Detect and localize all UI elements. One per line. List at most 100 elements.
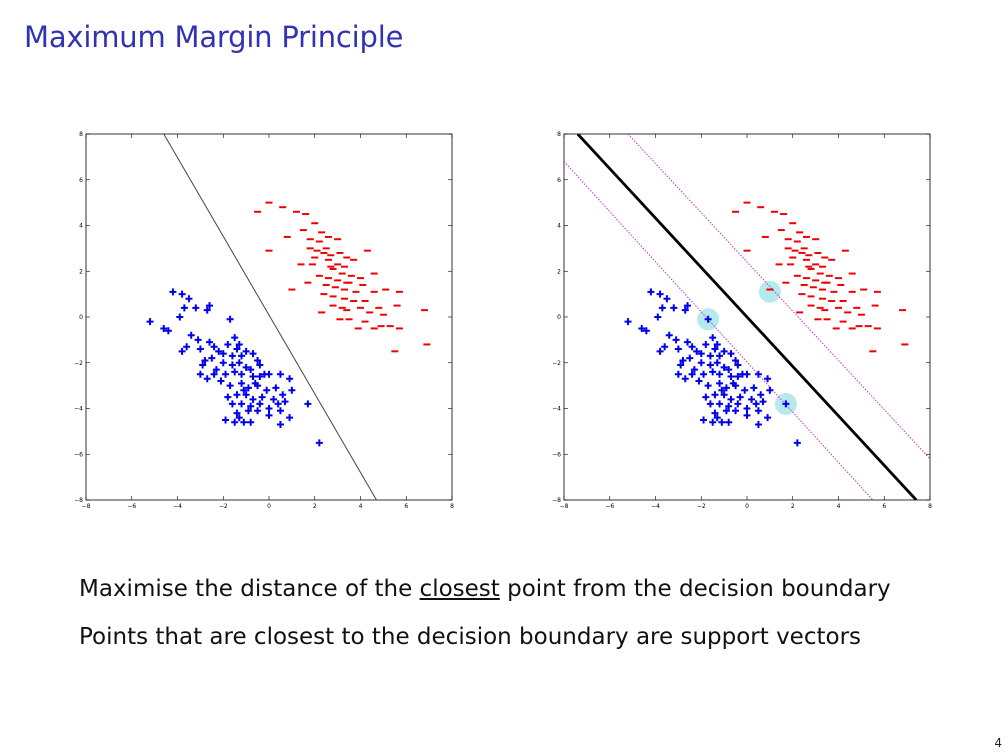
body-text-line-2: Points that are closest to the decision … xyxy=(79,624,862,650)
y-tick-label: −8 xyxy=(74,497,83,504)
positive-point xyxy=(665,331,673,339)
positive-point xyxy=(718,386,726,394)
positive-point xyxy=(754,407,762,415)
body-text-line-1: Maximise the distance of the closest poi… xyxy=(79,576,891,602)
positive-point xyxy=(656,290,664,298)
y-tick-label: −4 xyxy=(552,406,561,413)
positive-point xyxy=(178,347,186,355)
positive-point xyxy=(222,370,230,378)
positive-point xyxy=(176,313,184,321)
positive-point xyxy=(210,343,218,351)
positive-point xyxy=(228,352,236,360)
positive-point xyxy=(254,407,262,415)
positive-point xyxy=(748,395,756,403)
positive-point xyxy=(681,306,689,314)
positive-point xyxy=(704,382,712,390)
x-tick-label: −8 xyxy=(82,503,91,510)
positive-point xyxy=(196,345,204,353)
positive-point xyxy=(722,384,730,392)
positive-point xyxy=(192,304,200,312)
positive-point xyxy=(663,295,671,303)
x-tick-label: 2 xyxy=(791,503,795,510)
positive-point xyxy=(720,347,728,355)
positive-point xyxy=(249,372,257,380)
positive-point xyxy=(684,338,692,346)
decision-boundary-line xyxy=(163,134,377,500)
positive-point xyxy=(725,366,733,374)
x-tick-label: 4 xyxy=(837,503,841,510)
positive-point xyxy=(736,393,744,401)
positive-point xyxy=(276,407,284,415)
positive-point xyxy=(206,302,214,310)
positive-point xyxy=(276,370,284,378)
positive-point xyxy=(224,340,232,348)
positive-point xyxy=(716,379,724,387)
positive-point xyxy=(720,391,728,399)
positive-point xyxy=(656,347,664,355)
positive-point xyxy=(709,418,717,426)
positive-point xyxy=(249,395,257,403)
positive-point xyxy=(727,395,735,403)
positive-point xyxy=(247,402,255,410)
positive-point xyxy=(203,306,211,314)
positive-point xyxy=(187,331,195,339)
positive-point xyxy=(238,379,246,387)
positive-point xyxy=(693,347,701,355)
positive-point xyxy=(160,324,168,332)
scatter-chart-with-margin: −8 −6 −4 −2 0 2 4 6 8 8 6 4 2 0 −2 −4 −6 −8 xyxy=(550,128,934,512)
positive-point xyxy=(242,391,250,399)
positive-point xyxy=(231,368,239,376)
positive-point xyxy=(716,370,724,378)
positive-point xyxy=(212,366,220,374)
positive-point xyxy=(697,350,705,358)
positive-point xyxy=(194,336,202,344)
positive-point xyxy=(782,400,790,408)
positive-point xyxy=(743,411,751,419)
positive-point xyxy=(315,439,323,447)
positive-point xyxy=(286,375,294,383)
x-tick-label: −4 xyxy=(651,503,660,510)
positive-point xyxy=(242,347,250,355)
positive-point xyxy=(215,347,223,355)
positive-point xyxy=(725,402,733,410)
positive-point xyxy=(743,370,751,378)
x-tick-label: 0 xyxy=(745,503,749,510)
y-tick-label: 6 xyxy=(79,177,83,184)
positive-point xyxy=(254,356,262,364)
positive-point xyxy=(201,356,209,364)
positive-point xyxy=(247,418,255,426)
positive-point xyxy=(704,315,712,323)
positive-point xyxy=(235,359,243,367)
positive-point xyxy=(743,405,751,412)
positive-point xyxy=(713,414,721,422)
y-tick-label: 2 xyxy=(557,268,561,275)
positive-point xyxy=(706,352,714,360)
positive-point xyxy=(238,400,246,408)
positive-point xyxy=(238,370,246,378)
positive-point xyxy=(164,327,172,335)
y-tick-label: 4 xyxy=(557,223,561,230)
positive-point xyxy=(196,370,204,378)
positive-point xyxy=(654,313,662,321)
margin-line xyxy=(627,134,930,460)
plot-frame xyxy=(85,133,453,501)
positive-point xyxy=(256,400,264,408)
positive-point xyxy=(242,363,250,371)
positive-point xyxy=(711,391,719,399)
positive-point xyxy=(642,327,650,335)
line1-text-before: Maximise the distance of the xyxy=(79,576,420,602)
y-tick-label: −2 xyxy=(552,360,561,367)
positive-point xyxy=(276,421,284,429)
y-tick-label: 6 xyxy=(557,177,561,184)
positive-point xyxy=(244,407,252,415)
positive-point xyxy=(752,400,760,408)
positive-point xyxy=(226,382,234,390)
positive-point xyxy=(247,366,255,374)
positive-point xyxy=(674,345,682,353)
positive-point xyxy=(219,350,227,358)
y-tick-label: 4 xyxy=(79,223,83,230)
positive-point xyxy=(258,393,266,401)
positive-point xyxy=(233,409,241,417)
positive-point xyxy=(764,414,772,422)
positive-point xyxy=(679,356,687,364)
